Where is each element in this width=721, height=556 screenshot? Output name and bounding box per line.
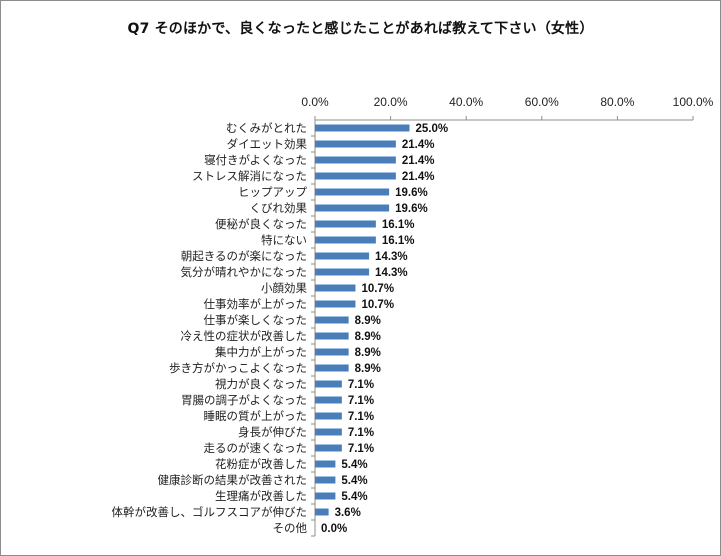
bar <box>315 204 390 212</box>
bar <box>315 348 349 356</box>
category-label: むくみがとれた <box>226 121 307 135</box>
value-label: 10.7% <box>361 299 394 311</box>
category-label: 集中力が上がった <box>215 345 307 359</box>
bar <box>315 444 342 452</box>
category-label: 冷え性の症状が改善した <box>181 329 308 343</box>
category-label: 視力が良くなった <box>215 377 307 391</box>
category-label: 気分が晴れやかになった <box>181 265 308 279</box>
value-label: 7.1% <box>348 411 374 423</box>
bar <box>315 492 336 500</box>
bar <box>315 396 342 404</box>
value-label: 8.9% <box>355 363 381 375</box>
value-label: 14.3% <box>375 267 408 279</box>
bar <box>315 284 356 292</box>
category-label: 朝起きるのが楽になった <box>181 249 307 263</box>
chart-title: Q7 そのほかで、良くなったと感じたことがあれば教えて下さい（女性） <box>127 21 594 37</box>
value-label: 16.1% <box>382 235 415 247</box>
value-label: 16.1% <box>382 219 415 231</box>
value-label: 21.4% <box>402 155 435 167</box>
bar <box>315 220 376 228</box>
bar <box>315 412 342 420</box>
value-label: 21.4% <box>402 171 435 183</box>
category-label: 睡眠の質が上がった <box>204 409 308 423</box>
category-label: ダイエット効果 <box>227 137 308 151</box>
category-label: 便秘が良くなった <box>215 217 307 231</box>
bar <box>315 300 356 308</box>
bar <box>315 268 370 276</box>
category-label: 健康診断の結果が改善された <box>158 473 308 487</box>
x-tick-label: 100.0% <box>673 95 714 109</box>
category-label: ヒップアップ <box>238 185 307 199</box>
category-label: 胃腸の調子がよくなった <box>181 393 307 407</box>
category-label: 寝付きがよくなった <box>204 153 307 167</box>
category-label: 小顔効果 <box>261 281 307 295</box>
category-label: 生理痛が改善した <box>215 489 307 503</box>
value-label: 7.1% <box>348 379 374 391</box>
x-tick-label: 60.0% <box>525 95 559 109</box>
category-label: 仕事が楽しくなった <box>204 313 308 327</box>
x-tick-label: 20.0% <box>374 95 408 109</box>
value-label: 8.9% <box>355 331 381 343</box>
bar <box>315 236 376 244</box>
bar <box>315 364 349 372</box>
bar <box>315 316 349 324</box>
value-label: 19.6% <box>395 187 428 199</box>
x-tick-label: 0.0% <box>301 95 329 109</box>
category-label: 歩き方がかっこよくなった <box>169 361 307 375</box>
category-label: 仕事効率が上がった <box>204 297 308 311</box>
bar <box>315 332 349 340</box>
category-label: 走るのが速くなった <box>204 441 308 455</box>
x-tick-label: 80.0% <box>600 95 634 109</box>
value-label: 14.3% <box>375 251 408 263</box>
bar <box>315 140 396 148</box>
value-label: 8.9% <box>355 347 381 359</box>
bar <box>315 124 410 132</box>
value-label: 7.1% <box>348 443 374 455</box>
category-label: 花粉症が改善した <box>215 457 307 471</box>
bar <box>315 428 342 436</box>
category-label: 身長が伸びた <box>238 425 307 439</box>
x-tick-label: 40.0% <box>449 95 483 109</box>
bar <box>315 252 370 260</box>
value-label: 5.4% <box>341 491 367 503</box>
bar <box>315 476 336 484</box>
bar <box>315 188 390 196</box>
category-label: くびれ効果 <box>250 201 308 215</box>
bar <box>315 460 336 468</box>
value-label: 0.0% <box>321 523 347 535</box>
value-label: 3.6% <box>335 507 361 519</box>
bar <box>315 508 329 516</box>
value-label: 7.1% <box>348 395 374 407</box>
value-label: 5.4% <box>341 475 367 487</box>
value-label: 7.1% <box>348 427 374 439</box>
value-label: 5.4% <box>341 459 367 471</box>
category-label: 特にない <box>261 233 307 247</box>
category-label: 体幹が改善し、ゴルフスコアが伸びた <box>112 505 308 519</box>
value-label: 10.7% <box>361 283 394 295</box>
category-label: ストレス解消になった <box>192 169 307 183</box>
value-label: 8.9% <box>355 315 381 327</box>
value-label: 19.6% <box>395 203 428 215</box>
bar <box>315 380 342 388</box>
bar <box>315 172 396 180</box>
category-label: その他 <box>273 521 308 535</box>
value-label: 25.0% <box>416 123 449 135</box>
bar <box>315 156 396 164</box>
value-label: 21.4% <box>402 139 435 151</box>
